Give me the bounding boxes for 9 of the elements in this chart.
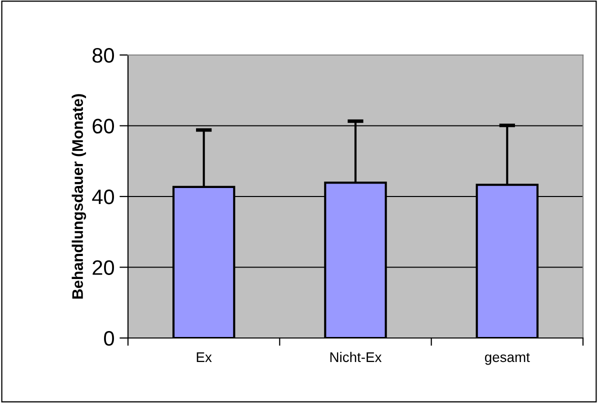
y-tick-label: 0	[104, 331, 114, 346]
y-axis-title: Behandlungsdauer (Monate)	[72, 94, 86, 299]
x-tick-label: Nicht-Ex	[330, 352, 382, 362]
x-tick-label: gesamt	[484, 352, 530, 365]
y-tick-label: 40	[92, 190, 114, 204]
y-tick-label: 80	[92, 48, 114, 63]
y-tick-label: 20	[92, 260, 114, 276]
x-tick-label: Ex	[196, 352, 212, 362]
y-tick-label: 60	[92, 118, 114, 134]
